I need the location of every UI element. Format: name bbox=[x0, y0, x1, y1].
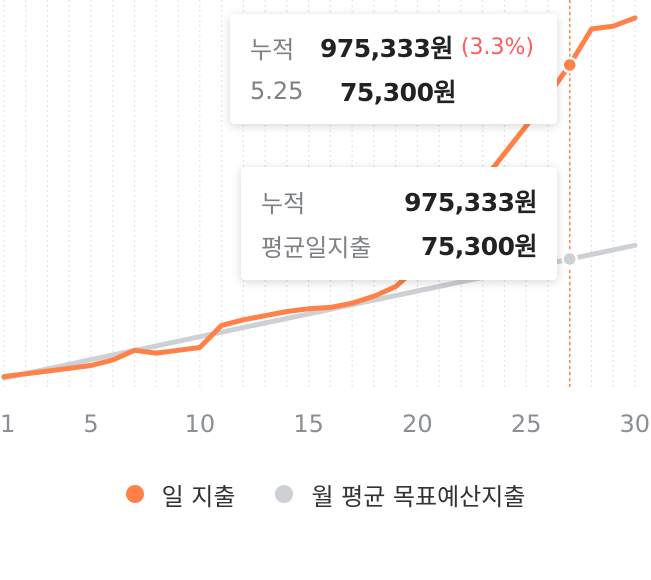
legend-label-daily-spending: 일 지출 bbox=[161, 482, 236, 511]
tooltip-top-label-date: 5.25 bbox=[250, 77, 304, 105]
tooltip-top-label-cumulative: 누적 bbox=[250, 35, 295, 64]
legend-item-monthly-target[interactable]: 월 평균 목표예산지출 bbox=[275, 477, 525, 512]
x-tick-label: 25 bbox=[511, 410, 542, 438]
tooltip-top-value-cumulative: 975,333원 bbox=[320, 34, 453, 63]
legend-dot-icon bbox=[125, 485, 144, 503]
tooltip-cumulative-average: 누적 975,333원 평균일지출 75,300원 bbox=[241, 167, 557, 280]
x-tick-label: 5 bbox=[83, 410, 98, 438]
tooltip-bottom-value-average: 75,300원 bbox=[421, 232, 537, 261]
legend-item-daily-spending[interactable]: 일 지출 bbox=[125, 477, 236, 512]
x-axis-ticks: 1 5 10 15 20 25 30 bbox=[0, 410, 650, 438]
tooltip-bottom-row-average: 평균일지출 75,300원 bbox=[261, 225, 537, 265]
marker-point-daily-spending bbox=[561, 56, 578, 74]
tooltip-cumulative-daily: 누적 975,333원 (3.3%) 5.25 75,300원 bbox=[230, 14, 557, 124]
legend-label-monthly-target: 월 평균 목표예산지출 bbox=[311, 482, 526, 511]
legend: 일 지출 월 평균 목표예산지출 bbox=[0, 476, 651, 512]
tooltip-top-row-date: 5.25 75,300원 bbox=[250, 71, 537, 111]
x-tick-label: 30 bbox=[619, 410, 650, 438]
legend-dot-icon bbox=[275, 485, 294, 503]
tooltip-bottom-label-cumulative: 누적 bbox=[261, 189, 306, 218]
chart: 1 5 10 15 20 25 30 bbox=[0, 0, 650, 438]
tooltip-top-percent: (3.3%) bbox=[460, 34, 534, 60]
x-tick-label: 1 bbox=[0, 410, 15, 438]
tooltip-top-row-cumulative: 누적 975,333원 (3.3%) bbox=[250, 27, 537, 67]
x-tick-label: 10 bbox=[185, 410, 216, 438]
x-tick-label: 15 bbox=[293, 410, 324, 438]
tooltip-bottom-value-cumulative: 975,333원 bbox=[404, 188, 537, 217]
tooltip-top-value-daily: 75,300원 bbox=[340, 78, 456, 107]
tooltip-bottom-row-cumulative: 누적 975,333원 bbox=[261, 181, 537, 221]
marker-point-monthly-target bbox=[561, 250, 578, 268]
marker-layer bbox=[561, 0, 578, 388]
x-tick-label: 20 bbox=[402, 410, 433, 438]
tooltip-bottom-label-average: 평균일지출 bbox=[261, 233, 372, 262]
